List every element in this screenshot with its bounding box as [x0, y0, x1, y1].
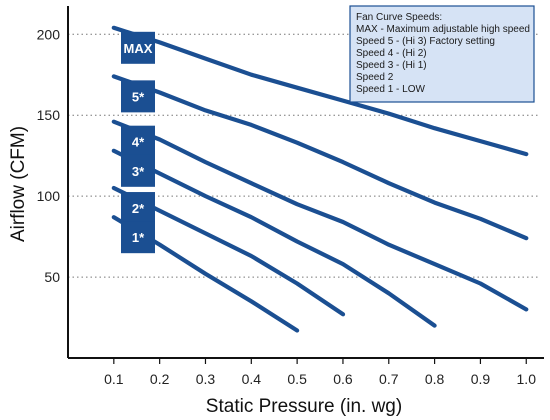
x-tick-label: 0.2 [150, 371, 170, 387]
legend-entry: Speed 1 - LOW [356, 84, 425, 95]
speed-badge-label: MAX [124, 41, 153, 56]
legend-entry: Speed 2 [356, 72, 394, 83]
x-tick-label: 0.1 [104, 371, 124, 387]
series-line-1 [111, 25, 529, 157]
x-tick-label: 1.0 [517, 371, 537, 387]
legend-entry: Fan Curve Speeds: [356, 12, 442, 23]
speed-badge-label: 5* [132, 89, 145, 104]
speed-badge-label: 3* [132, 164, 145, 179]
x-tick-label: 0.6 [333, 371, 353, 387]
legend-entry: Speed 3 - (Hi 1) [356, 60, 427, 71]
x-tick-label: 0.8 [425, 371, 445, 387]
speed-badge [121, 221, 155, 254]
x-axis-title: Static Pressure (in. wg) [206, 396, 402, 417]
series-line-4 [111, 148, 437, 328]
legend-entry: Speed 4 - (Hi 2) [356, 48, 427, 59]
speed-badge [121, 80, 155, 113]
series-line-2 [111, 74, 529, 241]
speed-badge [121, 31, 155, 64]
axes: 50 100 150 200 0.1 0.2 0.3 0.4 0.5 0.6 0.7 0.8 0.9 1.… [8, 6, 544, 417]
speed-badge [121, 125, 155, 158]
legend-entry: Speed 5 - (Hi 3) Factory setting [356, 36, 495, 47]
x-tick-label: 0.9 [471, 371, 491, 387]
speed-badge-label: 2* [132, 201, 145, 216]
legend: Fan Curve Speeds:MAX - Maximum adjustabl… [349, 5, 535, 103]
series-line-3 [111, 119, 529, 312]
y-tick-label: 150 [37, 107, 61, 123]
x-tick-label: 0.3 [196, 371, 216, 387]
y-tick-label: 200 [37, 26, 61, 42]
y-tick-label: 100 [37, 188, 61, 204]
speed-badge-label: 1* [132, 230, 145, 245]
y-tick-label: 50 [44, 269, 60, 285]
speed-badge [121, 192, 155, 225]
speed-badge [121, 154, 155, 187]
x-tick-label: 0.5 [287, 371, 307, 387]
x-tick-label: 0.4 [242, 371, 262, 387]
speed-badge-label: 4* [132, 135, 145, 150]
y-axis-title: Airflow (CFM) [8, 126, 29, 242]
legend-entry: MAX - Maximum adjustable high speed [356, 24, 530, 35]
legend-box [349, 5, 535, 103]
speed-badges: MAX 5* 4* 3* 2* 1* [121, 31, 155, 254]
x-tick-label: 0.7 [379, 371, 399, 387]
